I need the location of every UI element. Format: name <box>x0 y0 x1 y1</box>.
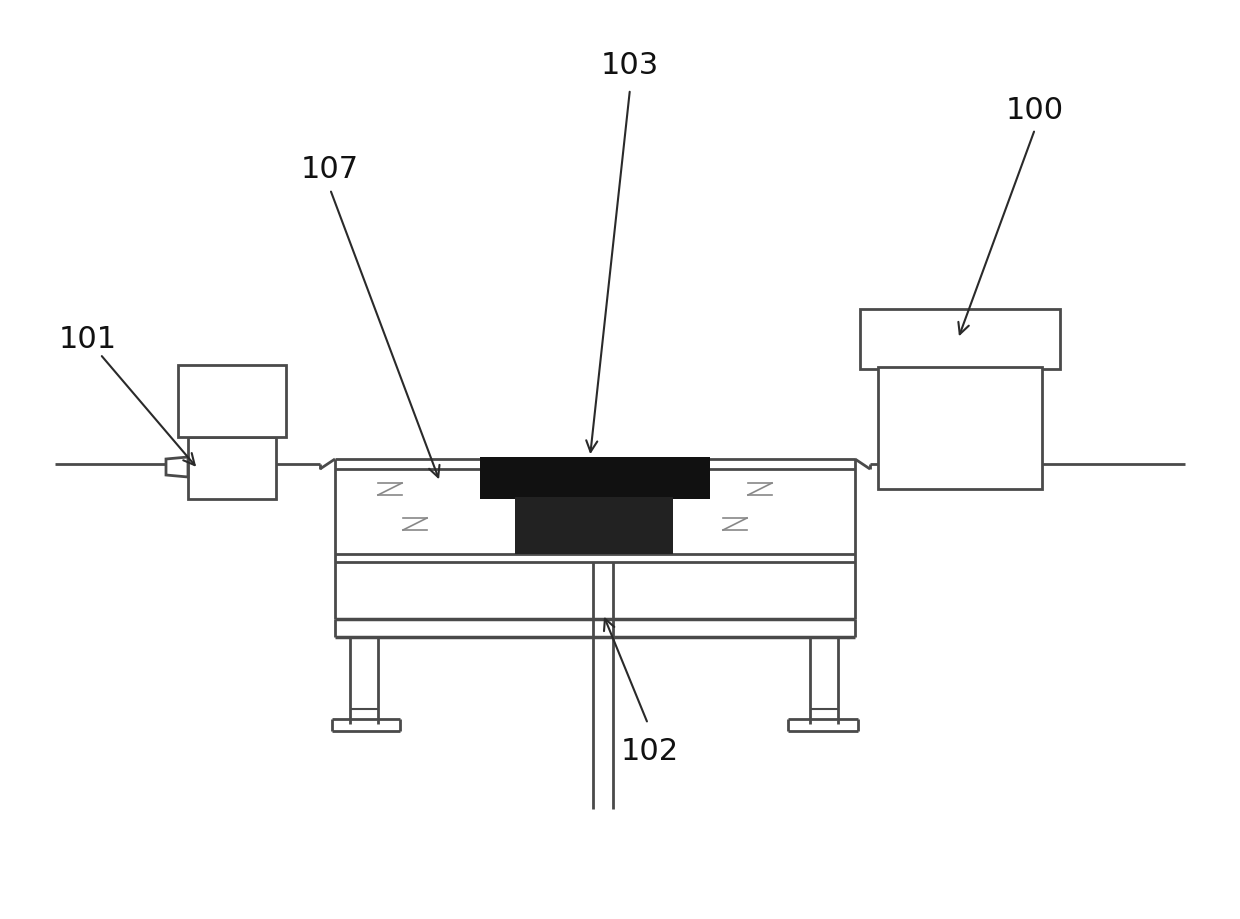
Bar <box>878 368 1042 490</box>
Text: 102: 102 <box>621 737 680 766</box>
Bar <box>179 366 286 437</box>
Text: 103: 103 <box>601 51 660 79</box>
Bar <box>861 310 1060 369</box>
Polygon shape <box>166 458 188 478</box>
Text: 100: 100 <box>1006 96 1064 124</box>
Bar <box>188 437 277 499</box>
Bar <box>515 497 673 554</box>
Text: 107: 107 <box>301 155 360 185</box>
Text: 101: 101 <box>60 325 117 354</box>
Bar <box>480 458 711 499</box>
